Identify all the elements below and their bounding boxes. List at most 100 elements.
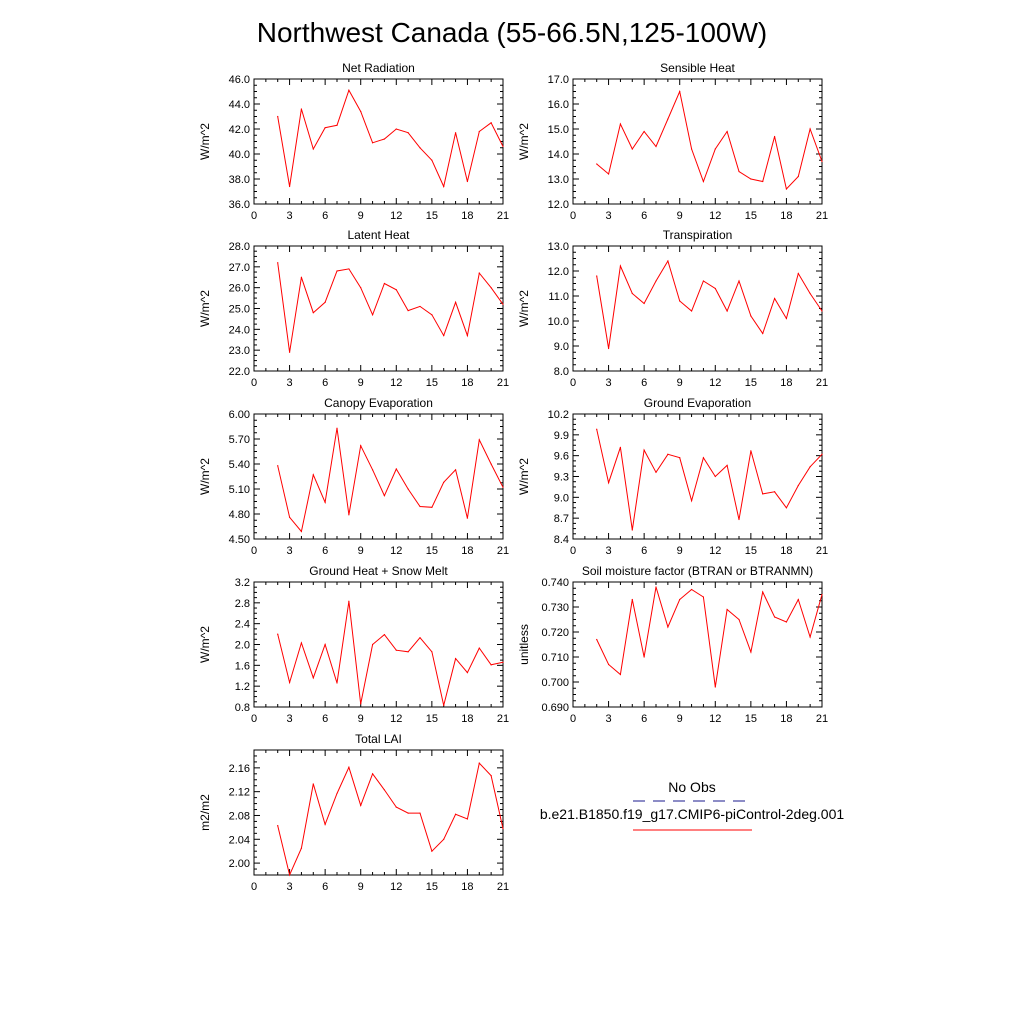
data-point: [643, 656, 645, 658]
y-tick-label: 0.720: [541, 627, 569, 639]
x-tick-label: 3: [606, 545, 612, 557]
data-point: [300, 276, 303, 278]
data-point: [619, 123, 622, 125]
data-point: [490, 774, 492, 777]
data-point: [431, 651, 433, 653]
data-point: [336, 792, 338, 795]
data-point: [502, 145, 504, 148]
data-point: [631, 598, 633, 601]
x-tick-label: 12: [709, 713, 721, 725]
data-point: [690, 148, 693, 150]
data-point: [502, 486, 504, 488]
y-tick-label: 25.0: [229, 304, 250, 316]
series-line: [596, 429, 823, 531]
data-point: [431, 314, 433, 316]
y-tick-label: 2.4: [235, 619, 250, 631]
y-axis-label: unitless: [517, 624, 531, 665]
x-tick-label: 6: [322, 881, 328, 893]
y-tick-label: 10.0: [548, 316, 569, 328]
x-tick-label: 15: [426, 210, 438, 222]
data-point: [679, 598, 681, 601]
data-point: [478, 762, 480, 764]
data-point: [419, 812, 421, 814]
data-point: [300, 108, 303, 110]
y-tick-label: 15.0: [548, 124, 569, 136]
data-point: [773, 135, 776, 138]
data-point: [466, 517, 469, 519]
y-axis-label: m2/m2: [198, 794, 212, 831]
data-point: [797, 175, 799, 178]
data-point: [466, 672, 469, 674]
legend: No Obs b.e21.B1850.f19_g17.CMIP6-piContr…: [540, 779, 844, 831]
x-tick-label: 3: [287, 377, 293, 389]
y-tick-label: 4.50: [229, 534, 250, 546]
data-point: [360, 703, 362, 705]
y-tick-label: 6.00: [229, 409, 250, 421]
x-tick-label: 21: [497, 377, 509, 389]
x-tick-label: 21: [816, 377, 828, 389]
data-point: [809, 292, 811, 295]
data-point: [454, 132, 457, 134]
series-line: [596, 259, 823, 349]
x-tick-label: 0: [251, 377, 257, 389]
data-point: [607, 663, 610, 666]
panel-title: Latent Heat: [347, 228, 410, 242]
y-tick-label: 1.2: [235, 681, 250, 693]
data-point: [502, 827, 504, 830]
data-point: [821, 160, 823, 163]
data-point: [821, 453, 823, 455]
x-tick-label: 18: [461, 210, 473, 222]
data-point: [821, 310, 823, 312]
panel-net-radiation: Net Radiation W/m^2 0 3 6 9 12 15 18 21 36.0 38.0 40…: [198, 61, 509, 222]
data-point: [454, 469, 457, 471]
data-point: [714, 148, 716, 150]
data-point: [407, 309, 409, 312]
panel-total-lai: Total LAI m2/m2 0 3 6 9 12 15 18 21 2.00 2.04 2.08 2.…: [198, 732, 509, 893]
data-point: [726, 130, 728, 133]
data-point: [679, 90, 681, 93]
data-point: [785, 507, 788, 509]
x-tick-label: 0: [251, 210, 257, 222]
data-point: [714, 686, 716, 688]
data-point: [360, 110, 362, 113]
data-point: [667, 626, 669, 628]
x-tick-label: 18: [461, 545, 473, 557]
data-point: [738, 618, 740, 621]
x-tick-label: 21: [816, 210, 828, 222]
x-tick-label: 3: [287, 881, 293, 893]
data-point: [726, 464, 728, 466]
legend-label-no-obs: No Obs: [668, 779, 715, 795]
data-point: [277, 633, 279, 635]
x-tick-label: 21: [497, 713, 509, 725]
series-line: [277, 262, 504, 353]
y-tick-label: 9.0: [554, 492, 569, 504]
data-point: [809, 128, 811, 130]
data-point: [762, 591, 764, 593]
data-point: [431, 506, 433, 508]
data-point: [383, 495, 386, 497]
data-point: [348, 89, 350, 91]
y-tick-label: 42.0: [229, 124, 250, 136]
x-tick-label: 0: [570, 377, 576, 389]
y-tick-label: 14.0: [548, 149, 569, 161]
data-point: [300, 847, 303, 849]
data-point: [750, 450, 752, 452]
y-axis-label: W/m^2: [198, 290, 212, 327]
plot-frame: [253, 245, 504, 372]
x-tick-label: 12: [390, 881, 402, 893]
data-point: [596, 163, 598, 165]
x-tick-label: 6: [322, 713, 328, 725]
panel-transpiration: Transpiration W/m^2 0 3 6 9 12 15 18 21 8.0 9.0 10.0…: [517, 228, 828, 389]
data-point: [443, 704, 445, 707]
data-point: [336, 270, 338, 272]
x-tick-label: 18: [461, 881, 473, 893]
data-point: [360, 445, 362, 447]
x-tick-label: 15: [745, 210, 757, 222]
y-tick-label: 0.710: [541, 652, 569, 664]
data-point: [631, 148, 633, 150]
data-point: [466, 818, 469, 820]
x-tick-label: 15: [426, 713, 438, 725]
plot-frame: [253, 749, 504, 876]
x-tick-label: 3: [287, 545, 293, 557]
